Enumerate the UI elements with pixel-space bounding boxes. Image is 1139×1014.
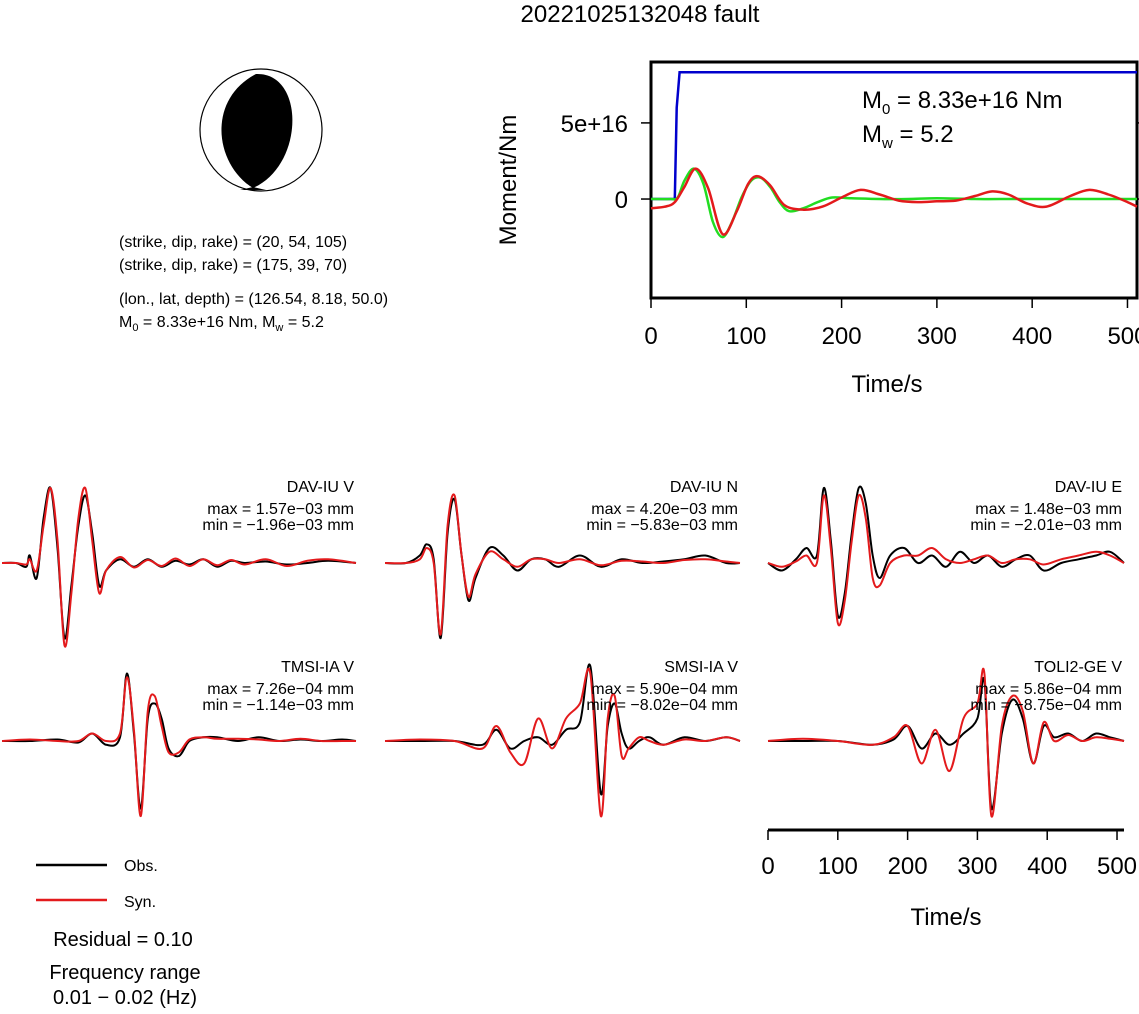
- residual-text: Residual = 0.10: [53, 929, 193, 951]
- moment-xtick-label: 400: [1012, 323, 1052, 350]
- frequency-range-values: 0.01 − 0.02 (Hz): [53, 987, 197, 1009]
- strike-dip-rake-2: (strike, dip, rake) = (175, 39, 70): [119, 257, 347, 274]
- station-name: DAV-IU E: [1055, 479, 1122, 496]
- moment-m0-symbol: M: [862, 87, 882, 114]
- magnitude-line: M0 = 8.33e+16 Nm, Mw = 5.2: [119, 314, 324, 334]
- moment-xtick-label: 0: [644, 323, 657, 350]
- location-line: (lon., lat, depth) = (126.54, 8.18, 50.0…: [119, 291, 388, 308]
- mw-equals: =: [283, 314, 301, 331]
- waveform-xtick-label: 400: [1027, 853, 1067, 880]
- mw-separator: , M: [253, 314, 275, 331]
- syn-trace: [384, 493, 741, 636]
- moment-xtick-label: 100: [726, 323, 766, 350]
- moment-m0-annotation: M0 = 8.33e+16 Nm: [862, 87, 1062, 118]
- moment-xtick-label: 300: [917, 323, 957, 350]
- beachball: [199, 68, 323, 192]
- station-max: max = 5.90e−04 mm: [591, 681, 738, 698]
- strike-dip-rake-1: (strike, dip, rake) = (20, 54, 105): [119, 234, 347, 251]
- moment-mw-value: 5.2: [920, 121, 953, 148]
- waveform-xtick-label: 0: [761, 853, 774, 880]
- moment-series-green: [650, 167, 1137, 239]
- station-max: max = 1.57e−03 mm: [207, 501, 354, 518]
- station-min: min = −1.14e−03 mm: [202, 697, 354, 714]
- station-min: min = −1.96e−03 mm: [202, 517, 354, 534]
- moment-m0-equals: =: [890, 87, 917, 114]
- obs-trace: [767, 485, 1125, 619]
- waveform-xlabel: Time/s: [910, 904, 981, 931]
- moment-m0-value: 8.33e+16 Nm: [918, 87, 1063, 114]
- moment-m0-subscript: 0: [882, 101, 890, 118]
- legend-obs-label: Obs.: [124, 858, 158, 875]
- legend: Obs. Syn.: [36, 858, 158, 911]
- legend-syn-label: Syn.: [124, 894, 156, 911]
- m0-value: 8.33e+16 Nm: [157, 314, 254, 331]
- syn-trace: [1, 486, 357, 648]
- moment-mw-annotation: Mw = 5.2: [862, 121, 954, 152]
- waveform-time-axis: 0 100 200 300 400 500: [761, 828, 1137, 880]
- moment-ytick-label: 5e+16: [561, 111, 628, 138]
- station-max: max = 1.48e−03 mm: [975, 501, 1122, 518]
- frequency-range-label: Frequency range: [49, 962, 200, 984]
- station-name: TOLI2-GE V: [1034, 659, 1122, 676]
- syn-trace: [767, 493, 1125, 627]
- station-min: min = −5.83e−03 mm: [586, 517, 738, 534]
- moment-series-red: [650, 167, 1138, 236]
- waveform-xtick-label: 200: [888, 853, 928, 880]
- station-min: min = −8.75e−04 mm: [970, 697, 1122, 714]
- station-max: max = 5.86e−04 mm: [975, 681, 1122, 698]
- station-name: DAV-IU V: [287, 479, 355, 496]
- station-max: max = 7.26e−04 mm: [207, 681, 354, 698]
- station-max: max = 4.20e−03 mm: [591, 501, 738, 518]
- mw-value: 5.2: [302, 314, 324, 331]
- moment-ylabel: Moment/Nm: [495, 115, 522, 246]
- moment-mw-subscript: w: [881, 135, 893, 152]
- moment-plot: 010020030040050005e+16 Moment/Nm Time/s …: [495, 60, 1139, 398]
- figure-title: 20221025132048 fault: [521, 1, 760, 28]
- m0-symbol: M: [119, 314, 132, 331]
- station-name: TMSI-IA V: [281, 659, 354, 676]
- m0-equals: =: [138, 314, 156, 331]
- syn-trace: [384, 667, 741, 818]
- station-name: SMSI-IA V: [664, 659, 738, 676]
- moment-mw-symbol: M: [862, 121, 882, 148]
- syn-trace: [1, 676, 356, 818]
- waveform-xtick-label: 300: [957, 853, 997, 880]
- moment-ytick-label: 0: [615, 187, 628, 214]
- moment-series-group: [650, 70, 1138, 239]
- moment-mw-equals: =: [893, 121, 920, 148]
- moment-plot-frame: [649, 60, 1139, 300]
- waveform-xtick-label: 500: [1097, 853, 1137, 880]
- moment-xtick-label: 500: [1107, 323, 1139, 350]
- moment-xlabel: Time/s: [851, 371, 922, 398]
- syn-trace: [767, 667, 1125, 818]
- station-min: min = −2.01e−03 mm: [970, 517, 1122, 534]
- moment-xtick-label: 200: [822, 323, 862, 350]
- mw-subscript: w: [274, 322, 283, 334]
- m0-subscript: 0: [132, 322, 138, 334]
- moment-axes: 0 100 200 300 400 500 0 5e+16: [561, 111, 1139, 350]
- station-min: min = −8.02e−04 mm: [586, 697, 738, 714]
- station-name: DAV-IU N: [670, 479, 738, 496]
- waveform-xtick-label: 100: [818, 853, 858, 880]
